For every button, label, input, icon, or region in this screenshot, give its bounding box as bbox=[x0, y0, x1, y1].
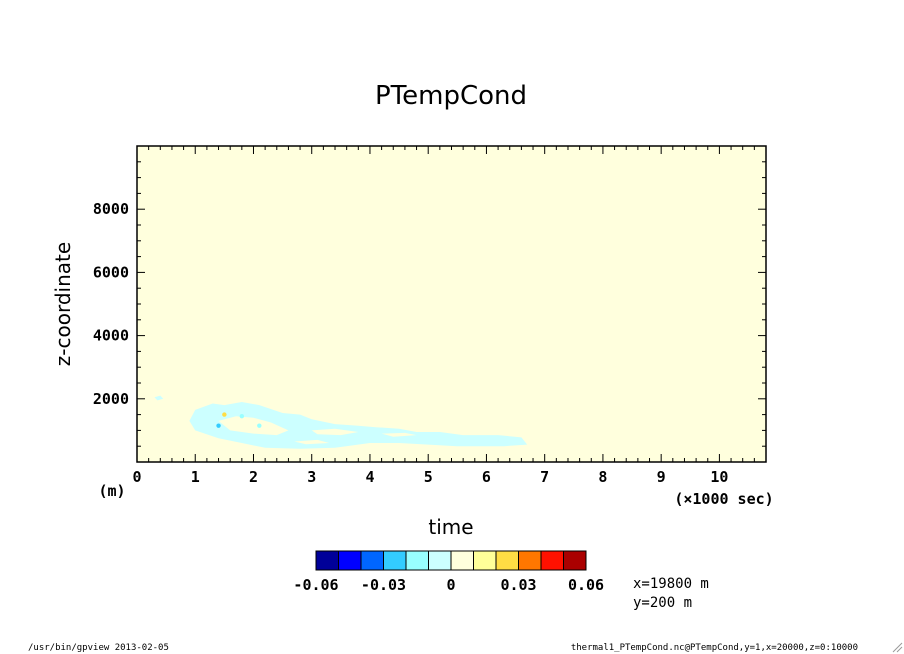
annotation-y: y=200 m bbox=[633, 595, 692, 611]
x-tick-label-9: 9 bbox=[657, 468, 666, 486]
colorbar-swatch-10 bbox=[540, 550, 564, 571]
colorbar-swatch-5 bbox=[428, 550, 452, 571]
resize-grip-icon[interactable] bbox=[892, 642, 903, 653]
x-axis-label: time bbox=[428, 515, 473, 539]
chart-title: PTempCond bbox=[375, 81, 527, 111]
contour-spots bbox=[216, 412, 262, 428]
colorbar-label-4: 0.06 bbox=[568, 576, 604, 594]
x-tick-label-0: 0 bbox=[132, 468, 141, 486]
plot-frame bbox=[136, 145, 767, 463]
colorbar-swatch-2 bbox=[360, 550, 384, 571]
colorbar-swatch-3 bbox=[383, 550, 407, 571]
contour-spot-1 bbox=[239, 413, 245, 419]
y-tick-label-1: 4000 bbox=[93, 327, 129, 345]
y-tick-label-0: 2000 bbox=[93, 390, 129, 408]
colorbar-swatch-7 bbox=[473, 550, 497, 571]
x-tick-label-7: 7 bbox=[540, 468, 549, 486]
contour-region-3 bbox=[311, 428, 359, 436]
contour-spot-2 bbox=[216, 423, 221, 428]
colorbar-label-2: 0 bbox=[446, 576, 455, 594]
colorbar-labels: -0.06 -0.03 0 0.03 0.06 bbox=[293, 576, 604, 594]
x-tick-label-3: 3 bbox=[307, 468, 316, 486]
colorbar-swatch-4 bbox=[405, 550, 429, 571]
contour-regions bbox=[154, 395, 528, 449]
annotation-x: x=19800 m bbox=[633, 576, 709, 592]
x-tick-label-4: 4 bbox=[365, 468, 374, 486]
x-tick-label-8: 8 bbox=[598, 468, 607, 486]
y-axis-label: z-coordinate bbox=[51, 242, 75, 366]
colorbar-swatch-8 bbox=[495, 550, 519, 571]
contour-region-1 bbox=[189, 402, 528, 449]
x-axis-unit: (×1000 sec) bbox=[674, 490, 773, 508]
colorbar-label-3: 0.03 bbox=[500, 576, 536, 594]
footer-left: /usr/bin/gpview 2013-02-05 bbox=[28, 643, 169, 653]
colorbar-swatch-11 bbox=[563, 550, 587, 571]
colorbar-swatch-0 bbox=[315, 550, 339, 571]
y-tick-label-3: 8000 bbox=[93, 200, 129, 218]
x-tick-label-6: 6 bbox=[482, 468, 491, 486]
contour-region-2 bbox=[218, 416, 289, 436]
y-tick-label-2: 6000 bbox=[93, 263, 129, 281]
colorbar bbox=[315, 550, 587, 571]
x-axis-ticks: 0 1 2 3 4 5 6 7 8 9 10 bbox=[132, 146, 728, 486]
colorbar-swatch-6 bbox=[450, 550, 474, 571]
x-tick-label-5: 5 bbox=[424, 468, 433, 486]
x-tick-label-10: 10 bbox=[710, 468, 728, 486]
contour-spot-0 bbox=[222, 412, 227, 417]
contour-region-0 bbox=[154, 395, 164, 401]
colorbar-label-1: -0.03 bbox=[361, 576, 406, 594]
colorbar-swatch-9 bbox=[518, 550, 542, 571]
colorbar-swatch-1 bbox=[338, 550, 362, 571]
x-tick-label-2: 2 bbox=[249, 468, 258, 486]
contour-region-4 bbox=[381, 432, 417, 437]
contour-spot-3 bbox=[257, 423, 262, 428]
colorbar-label-0: -0.06 bbox=[293, 576, 338, 594]
y-axis-unit: (m) bbox=[98, 482, 125, 500]
x-tick-label-1: 1 bbox=[191, 468, 200, 486]
contour-region-5 bbox=[294, 439, 330, 445]
footer-right: thermal1_PTempCond.nc@PTempCond,y=1,x=20… bbox=[571, 643, 858, 653]
y-axis-ticks: 2000 4000 6000 8000 bbox=[93, 200, 766, 408]
